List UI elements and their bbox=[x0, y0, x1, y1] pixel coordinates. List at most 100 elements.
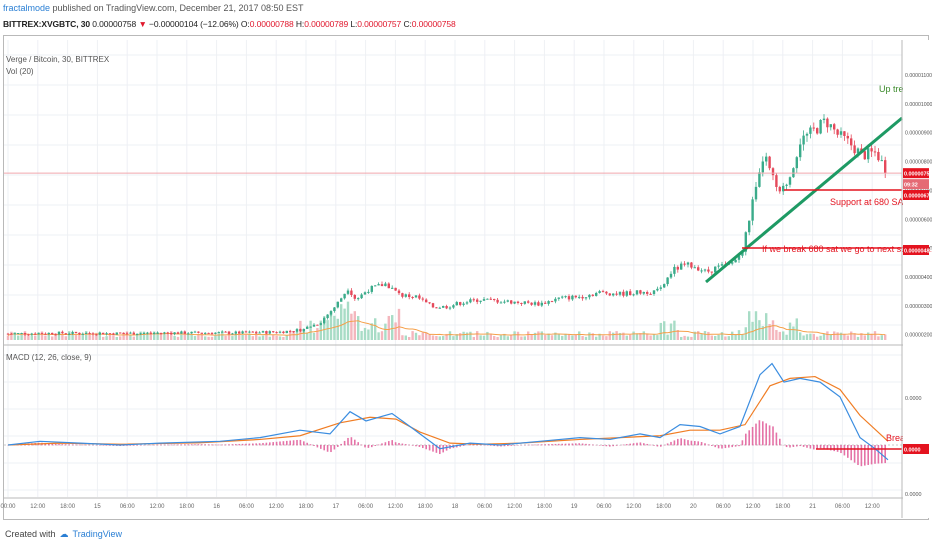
macd-histogram-bar bbox=[292, 440, 295, 446]
candle-body bbox=[533, 302, 537, 305]
candle-body bbox=[312, 324, 316, 327]
volume-bar bbox=[724, 336, 727, 340]
candle-body bbox=[737, 255, 741, 260]
candle-body bbox=[102, 332, 105, 335]
macd-histogram-bar bbox=[428, 445, 431, 451]
volume-bar bbox=[465, 332, 469, 340]
volume-bar bbox=[190, 334, 193, 340]
candle-body bbox=[591, 294, 594, 296]
tradingview-brand[interactable]: TradingView bbox=[72, 529, 123, 539]
candle-body bbox=[333, 307, 336, 312]
volume-bar bbox=[47, 333, 50, 340]
candle-body bbox=[329, 311, 333, 315]
macd-histogram-bar bbox=[507, 445, 509, 447]
candle-body bbox=[788, 177, 792, 185]
candle-body bbox=[741, 251, 744, 256]
candle-body bbox=[754, 186, 758, 200]
candle-body bbox=[363, 292, 367, 295]
candle-body bbox=[17, 333, 20, 335]
volume-bar bbox=[703, 331, 707, 340]
volume-bar bbox=[591, 333, 594, 340]
volume-bar bbox=[170, 331, 173, 340]
macd-histogram-bar bbox=[422, 445, 424, 449]
volume-bar bbox=[394, 322, 397, 340]
macd-histogram-bar bbox=[554, 443, 557, 446]
candle-body bbox=[397, 290, 401, 294]
candle-body bbox=[153, 333, 156, 335]
candle-body bbox=[744, 232, 747, 252]
candle-body bbox=[510, 300, 513, 304]
volume-bar bbox=[139, 331, 142, 340]
macd-histogram-bar bbox=[826, 445, 829, 450]
macd-histogram-bar bbox=[360, 444, 363, 446]
volume-bar bbox=[567, 334, 571, 340]
volume-bar bbox=[234, 332, 237, 340]
macd-histogram-bar bbox=[347, 437, 349, 446]
candle-body bbox=[295, 329, 299, 332]
axes: 0.00001100 0.00001000 0.00000900 0.00000800… bbox=[0, 40, 932, 518]
volume-bar bbox=[374, 318, 377, 340]
volume-bar bbox=[268, 336, 271, 340]
time-tick-label: 15 bbox=[94, 504, 101, 510]
macd-histogram-bar bbox=[534, 444, 536, 446]
volume-bar bbox=[146, 332, 149, 340]
volume-bar bbox=[197, 333, 200, 340]
candle-body bbox=[207, 332, 210, 334]
volume-bar bbox=[357, 316, 360, 340]
volume-bar bbox=[122, 332, 125, 340]
breakdown-label: If we break 680 sat we go to next strong… bbox=[762, 244, 932, 254]
time-tick-label: 12:00 bbox=[149, 504, 165, 510]
volume-bar bbox=[486, 331, 489, 340]
time-tick-label: 18:00 bbox=[418, 504, 434, 510]
volume-bar bbox=[306, 332, 309, 340]
candle-body bbox=[367, 291, 370, 293]
macd-histogram-bar bbox=[313, 445, 315, 446]
macd-histogram-bar bbox=[527, 444, 529, 446]
macd-histogram-bar bbox=[160, 444, 162, 446]
volume-bar bbox=[537, 331, 540, 340]
volume-bars bbox=[6, 301, 887, 340]
author-link[interactable]: fractalmode bbox=[3, 3, 51, 13]
candles bbox=[6, 114, 887, 336]
volume-legend: Vol (20) bbox=[6, 67, 34, 76]
macd-histogram-bar bbox=[238, 443, 240, 446]
volume-bar bbox=[836, 332, 839, 340]
price-tick-label: 0.00000400 bbox=[905, 275, 932, 281]
macd-histogram-bar bbox=[309, 444, 312, 446]
volume-bar bbox=[795, 318, 798, 340]
volume-bar bbox=[462, 331, 465, 340]
macd-histogram-bar bbox=[129, 445, 132, 446]
macd-histogram-bar bbox=[660, 445, 662, 447]
volume-bar bbox=[503, 333, 506, 340]
candle-body bbox=[27, 334, 30, 336]
price-axis-bg bbox=[903, 40, 929, 518]
volume-bar bbox=[329, 311, 333, 340]
volume-bar bbox=[231, 336, 234, 340]
published-text: published on TradingView.com, December 2… bbox=[52, 3, 304, 13]
macd-histogram-bar bbox=[71, 444, 74, 446]
volume-bar bbox=[812, 333, 815, 340]
volume-bar bbox=[115, 336, 118, 340]
volume-bar bbox=[88, 334, 91, 340]
volume-bar bbox=[435, 335, 438, 340]
macd-histogram-bar bbox=[258, 443, 261, 446]
macd-histogram-bar bbox=[680, 438, 682, 446]
candle-body bbox=[224, 331, 227, 333]
candle-body bbox=[217, 332, 220, 334]
time-tick-label: 18:00 bbox=[537, 504, 553, 510]
macd-histogram-bar bbox=[541, 444, 543, 446]
price-tick-label: 0.00000600 bbox=[905, 217, 932, 223]
volume-bar bbox=[98, 332, 101, 340]
volume-bar bbox=[37, 332, 40, 340]
macd-histogram-bar bbox=[228, 444, 230, 446]
macd-histogram-bar bbox=[252, 443, 254, 446]
countdown-tag: 09:32 bbox=[904, 183, 918, 189]
candle-body bbox=[469, 299, 472, 303]
volume-bar bbox=[571, 335, 574, 340]
volume-bar bbox=[697, 331, 700, 340]
tradingview-logo-icon[interactable]: ☁ bbox=[59, 529, 69, 539]
macd-histogram-bar bbox=[381, 443, 383, 446]
volume-bar bbox=[584, 336, 588, 340]
time-tick-label: 06:00 bbox=[596, 504, 612, 510]
